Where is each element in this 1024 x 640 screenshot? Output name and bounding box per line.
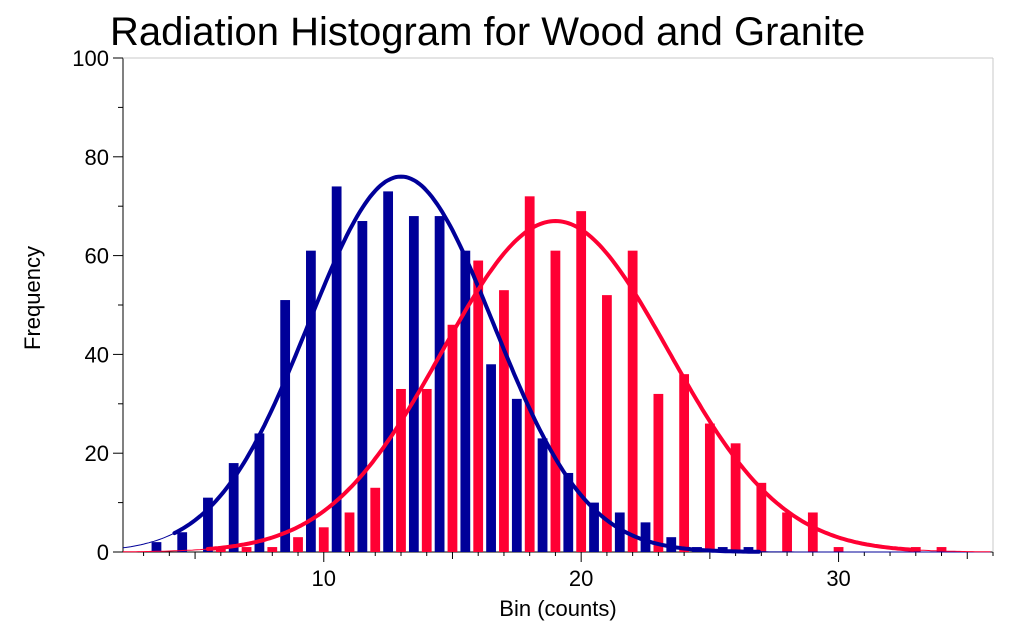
x-axis-ticks: 10 20 30 xyxy=(143,552,994,591)
histogram-bar xyxy=(486,364,496,552)
histogram-bar xyxy=(177,532,188,552)
histogram-bar xyxy=(447,324,458,552)
histogram-bar xyxy=(602,295,612,552)
histogram-bar xyxy=(331,186,342,552)
fit-curves xyxy=(122,174,991,554)
y-tick-label: 60 xyxy=(85,244,109,269)
x-tick-label: 20 xyxy=(569,566,593,591)
histogram-bar xyxy=(807,512,818,552)
histogram-bar xyxy=(936,547,947,552)
x-axis-label: Bin (counts) xyxy=(499,596,616,621)
histogram-bars xyxy=(151,186,947,552)
histogram-bar xyxy=(550,250,561,552)
histogram-bar xyxy=(357,221,368,552)
x-tick-label: 30 xyxy=(826,566,850,591)
histogram-bar xyxy=(589,502,599,552)
histogram-bar xyxy=(679,374,690,552)
y-tick-label: 20 xyxy=(85,441,109,466)
histogram-bar xyxy=(344,512,355,552)
histogram-bar xyxy=(434,216,445,552)
histogram-bar xyxy=(833,547,844,552)
histogram-bar xyxy=(151,542,162,552)
gaussian-fit-curve xyxy=(172,174,761,554)
histogram-bar xyxy=(511,398,522,552)
y-tick-label: 80 xyxy=(85,145,109,170)
histogram-bar xyxy=(576,211,587,552)
histogram-bar xyxy=(730,443,741,552)
histogram-bar xyxy=(396,388,406,552)
histogram-bar xyxy=(499,290,509,552)
histogram-bar xyxy=(408,216,419,552)
histogram-bar xyxy=(318,527,329,552)
histogram-bar xyxy=(228,463,239,552)
histogram-bar xyxy=(782,512,792,552)
y-tick-label: 0 xyxy=(97,540,109,565)
histogram-bar xyxy=(383,191,394,552)
y-axis-ticks: 0 20 40 60 80 100 xyxy=(72,46,123,565)
histogram-bar xyxy=(421,388,432,552)
histogram-bar xyxy=(704,423,715,552)
histogram-bar xyxy=(254,433,265,552)
histogram-bar xyxy=(640,522,651,552)
chart-title: Radiation Histogram for Wood and Granite xyxy=(110,10,865,54)
histogram-bar xyxy=(563,472,574,552)
gaussian-fit-curve xyxy=(205,218,916,552)
histogram-bar xyxy=(267,547,278,552)
histogram-bar xyxy=(293,537,303,552)
histogram-bar xyxy=(306,250,316,552)
x-tick-label: 10 xyxy=(312,566,336,591)
histogram-bar xyxy=(203,497,213,552)
histogram-bar xyxy=(756,482,767,552)
histogram-bar xyxy=(241,547,252,552)
histogram-bar xyxy=(537,438,548,552)
histogram-bar xyxy=(627,250,638,552)
histogram-bar xyxy=(743,547,754,552)
histogram-bar xyxy=(524,196,535,552)
y-axis-label: Frequency xyxy=(20,246,45,350)
y-tick-label: 100 xyxy=(72,46,109,71)
histogram-bar xyxy=(370,487,381,552)
y-tick-label: 40 xyxy=(85,342,109,367)
histogram-bar xyxy=(614,512,625,552)
histogram-bar xyxy=(666,537,677,552)
histogram-bar xyxy=(280,300,291,552)
histogram-bar xyxy=(460,250,471,552)
histogram-bar xyxy=(473,260,484,552)
histogram-bar xyxy=(653,393,664,552)
